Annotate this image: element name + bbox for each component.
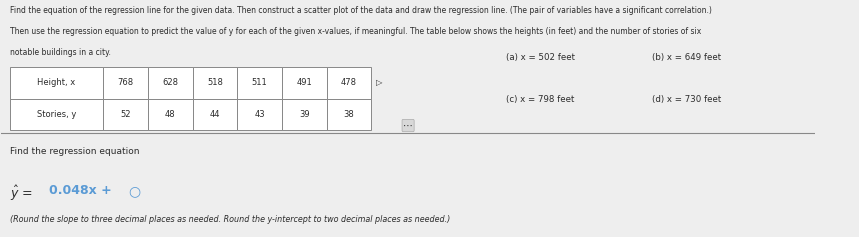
- Bar: [282, 67, 326, 99]
- Bar: [103, 67, 148, 99]
- Text: 44: 44: [210, 110, 220, 119]
- Text: 39: 39: [299, 110, 310, 119]
- Bar: [326, 67, 371, 99]
- Text: ⋯: ⋯: [403, 121, 413, 131]
- Bar: [237, 99, 282, 130]
- Bar: [192, 67, 237, 99]
- Bar: [237, 67, 282, 99]
- Text: $\hat{y}$ =: $\hat{y}$ =: [9, 184, 34, 203]
- Text: 48: 48: [165, 110, 175, 119]
- Bar: [148, 67, 192, 99]
- Bar: [192, 99, 237, 130]
- Bar: [326, 99, 371, 130]
- Text: 511: 511: [252, 78, 267, 87]
- Text: (b) x = 649 feet: (b) x = 649 feet: [652, 53, 722, 62]
- Bar: [9, 99, 103, 130]
- Text: (Round the slope to three decimal places as needed. Round the y-intercept to two: (Round the slope to three decimal places…: [9, 214, 450, 223]
- Text: 628: 628: [162, 78, 178, 87]
- Text: ▷: ▷: [375, 78, 382, 87]
- Text: Then use the regression equation to predict the value of y for each of the given: Then use the regression equation to pred…: [9, 27, 701, 36]
- Bar: [103, 99, 148, 130]
- Bar: [282, 99, 326, 130]
- Text: 43: 43: [254, 110, 265, 119]
- Text: 52: 52: [120, 110, 131, 119]
- Text: 0.048x +: 0.048x +: [49, 184, 112, 197]
- Text: Find the regression equation: Find the regression equation: [9, 147, 139, 156]
- Text: 518: 518: [207, 78, 222, 87]
- Text: Height, x: Height, x: [37, 78, 76, 87]
- Text: 38: 38: [344, 110, 355, 119]
- Bar: [9, 67, 103, 99]
- Text: notable buildings in a city.: notable buildings in a city.: [9, 48, 111, 57]
- Text: ○: ○: [128, 184, 140, 198]
- Text: Find the equation of the regression line for the given data. Then construct a sc: Find the equation of the regression line…: [9, 6, 711, 15]
- Text: 768: 768: [118, 78, 133, 87]
- Bar: [148, 99, 192, 130]
- Text: (c) x = 798 feet: (c) x = 798 feet: [506, 95, 574, 104]
- Text: (a) x = 502 feet: (a) x = 502 feet: [506, 53, 575, 62]
- Text: (d) x = 730 feet: (d) x = 730 feet: [652, 95, 722, 104]
- Text: Stories, y: Stories, y: [37, 110, 76, 119]
- Text: 491: 491: [296, 78, 313, 87]
- Text: 478: 478: [341, 78, 357, 87]
